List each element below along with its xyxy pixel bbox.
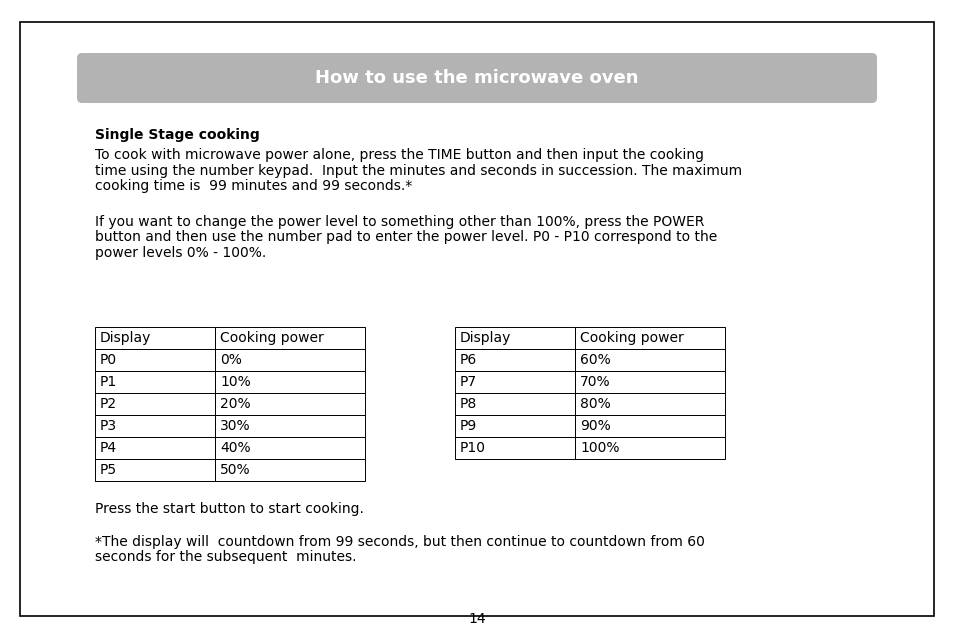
Text: P1: P1 xyxy=(100,375,117,389)
Bar xyxy=(95,327,214,349)
Bar xyxy=(575,393,724,415)
Text: How to use the microwave oven: How to use the microwave oven xyxy=(314,69,639,87)
Text: To cook with microwave power alone, press the TIME button and then input the coo: To cook with microwave power alone, pres… xyxy=(95,148,703,162)
Bar xyxy=(214,393,365,415)
Text: 14: 14 xyxy=(468,612,485,626)
Text: cooking time is  99 minutes and 99 seconds.*: cooking time is 99 minutes and 99 second… xyxy=(95,179,412,193)
Bar xyxy=(455,349,575,371)
Text: Display: Display xyxy=(100,331,152,345)
Text: 30%: 30% xyxy=(220,419,251,433)
Bar xyxy=(95,349,214,371)
FancyBboxPatch shape xyxy=(77,53,876,103)
Bar xyxy=(95,393,214,415)
Text: 40%: 40% xyxy=(220,441,251,455)
Text: Display: Display xyxy=(459,331,511,345)
Bar xyxy=(575,371,724,393)
Text: 90%: 90% xyxy=(579,419,610,433)
Text: P10: P10 xyxy=(459,441,485,455)
Text: P9: P9 xyxy=(459,419,476,433)
Bar xyxy=(95,371,214,393)
Text: Press the start button to start cooking.: Press the start button to start cooking. xyxy=(95,502,363,516)
Text: P3: P3 xyxy=(100,419,117,433)
Bar xyxy=(575,415,724,437)
Bar xyxy=(214,415,365,437)
Text: 0%: 0% xyxy=(220,353,242,367)
Text: Cooking power: Cooking power xyxy=(579,331,683,345)
Text: If you want to change the power level to something other than 100%, press the PO: If you want to change the power level to… xyxy=(95,215,703,229)
Bar xyxy=(214,459,365,481)
Text: *The display will  countdown from 99 seconds, but then continue to countdown fro: *The display will countdown from 99 seco… xyxy=(95,535,704,549)
Text: P2: P2 xyxy=(100,397,117,411)
Bar xyxy=(95,415,214,437)
Bar xyxy=(575,437,724,459)
Bar xyxy=(455,415,575,437)
Text: P6: P6 xyxy=(459,353,476,367)
Bar xyxy=(455,393,575,415)
Text: 20%: 20% xyxy=(220,397,251,411)
Bar xyxy=(455,371,575,393)
Text: P5: P5 xyxy=(100,463,117,477)
Text: 70%: 70% xyxy=(579,375,610,389)
Text: 100%: 100% xyxy=(579,441,618,455)
Bar xyxy=(575,327,724,349)
Bar xyxy=(455,327,575,349)
Text: button and then use the number pad to enter the power level. P0 - P10 correspond: button and then use the number pad to en… xyxy=(95,230,717,244)
Text: Single Stage cooking: Single Stage cooking xyxy=(95,128,259,142)
Bar xyxy=(214,371,365,393)
Text: power levels 0% - 100%.: power levels 0% - 100%. xyxy=(95,246,266,260)
Bar xyxy=(214,437,365,459)
Text: P4: P4 xyxy=(100,441,117,455)
Bar xyxy=(214,349,365,371)
Text: 60%: 60% xyxy=(579,353,610,367)
Bar xyxy=(455,437,575,459)
Text: Cooking power: Cooking power xyxy=(220,331,323,345)
Bar xyxy=(575,349,724,371)
Bar xyxy=(95,459,214,481)
Text: 10%: 10% xyxy=(220,375,251,389)
Text: P7: P7 xyxy=(459,375,476,389)
Text: 80%: 80% xyxy=(579,397,610,411)
Text: P8: P8 xyxy=(459,397,476,411)
Text: time using the number keypad.  Input the minutes and seconds in succession. The : time using the number keypad. Input the … xyxy=(95,163,741,177)
Text: seconds for the subsequent  minutes.: seconds for the subsequent minutes. xyxy=(95,551,356,565)
Bar xyxy=(95,437,214,459)
Text: 50%: 50% xyxy=(220,463,251,477)
Bar xyxy=(214,327,365,349)
Text: P0: P0 xyxy=(100,353,117,367)
